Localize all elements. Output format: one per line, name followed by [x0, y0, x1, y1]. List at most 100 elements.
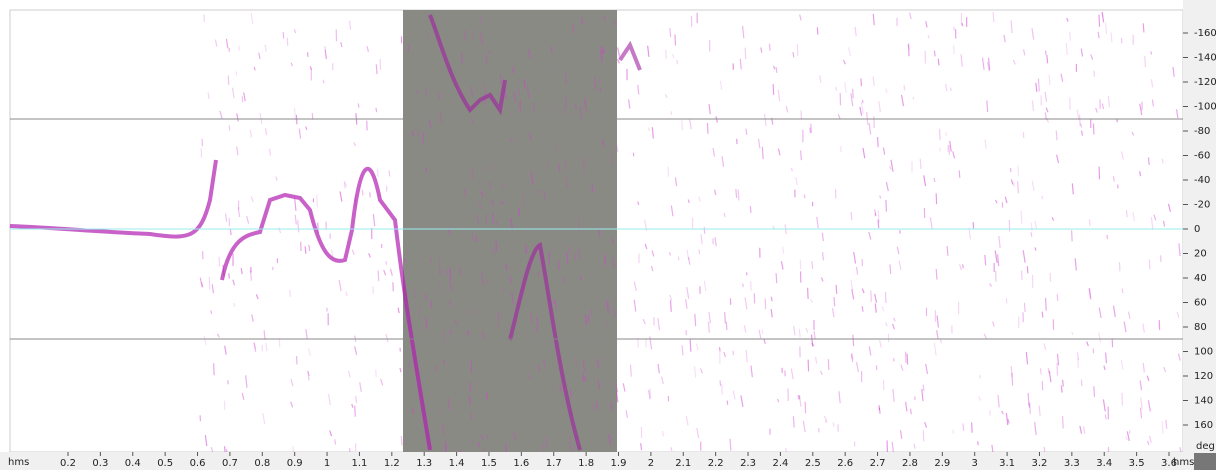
y-tick-label: 20 [1194, 249, 1207, 260]
speckle [1012, 373, 1013, 386]
speckle [836, 285, 837, 294]
x-tick-label: 3.1 [999, 458, 1015, 469]
y-tick-label: -120 [1194, 77, 1216, 88]
speckle [1094, 386, 1095, 396]
speckle [564, 275, 565, 284]
speckle [229, 125, 230, 130]
speckle [1042, 312, 1043, 318]
speckle [239, 46, 240, 51]
speckle [1047, 55, 1048, 63]
speckle [1018, 181, 1019, 193]
speckle [614, 307, 615, 318]
speckle [938, 59, 939, 66]
speckle [738, 190, 739, 201]
speckle [1148, 157, 1149, 164]
speckle [229, 273, 230, 278]
speckle [1089, 219, 1090, 226]
y-tick-label: -60 [1194, 151, 1210, 162]
speckle [1145, 56, 1146, 67]
speckle [376, 108, 377, 112]
y-tick-label: 120 [1194, 371, 1213, 382]
x-tick-label: 1.4 [449, 458, 465, 469]
speckle [833, 423, 834, 427]
speckle [671, 300, 672, 312]
speckle [861, 78, 862, 86]
speckle [1070, 32, 1071, 41]
speckle [254, 67, 255, 70]
speckle [412, 408, 413, 414]
speckle [1030, 402, 1031, 414]
x-tick-label: 2.3 [740, 458, 756, 469]
y-tick-label: -80 [1194, 126, 1210, 137]
speckle [591, 310, 592, 315]
speckle [219, 257, 220, 267]
speckle [915, 396, 916, 400]
x-tick-label: 3.2 [1032, 458, 1048, 469]
speckle [750, 206, 751, 213]
x-tick-label: 3.3 [1064, 458, 1080, 469]
speckle [585, 376, 586, 381]
speckle [801, 110, 802, 119]
speckle [1063, 416, 1064, 428]
speckle [1057, 294, 1058, 301]
x-tick-label: 0.4 [125, 458, 141, 469]
y-unit: deg [1196, 441, 1215, 452]
corner-button[interactable] [1194, 453, 1216, 470]
x-tick-label: 1.5 [481, 458, 497, 469]
speckle [1024, 303, 1025, 312]
x-tick-label: 3.6 [1161, 458, 1177, 469]
speckle [776, 67, 777, 73]
speckle [493, 212, 494, 224]
speckle [911, 409, 912, 415]
y-tick-label: 160 [1194, 420, 1213, 431]
x-tick-label: 3.5 [1129, 458, 1145, 469]
speckle [1122, 289, 1123, 294]
speckle [597, 400, 598, 409]
x-tick-label: 0.7 [222, 458, 238, 469]
speckle [740, 59, 741, 70]
speckle [1035, 248, 1036, 251]
speckle [426, 318, 427, 330]
speckle [524, 79, 525, 88]
speckle [751, 281, 752, 290]
speckle [993, 12, 994, 22]
y-tick-label: -140 [1194, 53, 1216, 64]
selection[interactable] [403, 10, 617, 452]
speckle [295, 108, 296, 120]
x-tick-label: 1.3 [416, 458, 432, 469]
speckle [355, 406, 356, 417]
speckle [1028, 393, 1029, 405]
speckle [511, 139, 512, 143]
y-tick-label: -40 [1194, 175, 1210, 186]
speckle [923, 385, 924, 392]
y-tick-label: -20 [1194, 200, 1210, 211]
speckle [720, 381, 721, 386]
speckle [1046, 298, 1047, 311]
speckle [1113, 176, 1114, 181]
x-tick-label: 2.6 [837, 458, 853, 469]
x-tick-label: 1.1 [351, 458, 367, 469]
speckle [595, 77, 596, 90]
speckle [690, 339, 691, 352]
speckle [386, 261, 387, 264]
y-tick-label: 40 [1194, 273, 1207, 284]
speckle [378, 270, 379, 281]
speckle [920, 159, 921, 169]
speckle [1031, 232, 1032, 237]
speckle [762, 329, 763, 334]
speckle [565, 104, 566, 114]
speckle [1078, 352, 1079, 360]
speckle [344, 181, 345, 188]
speckle [583, 372, 584, 382]
speckle [724, 213, 725, 217]
speckle [776, 273, 777, 283]
speckle [401, 436, 402, 446]
speckle [878, 137, 879, 147]
speckle [1151, 51, 1152, 54]
speckle [376, 64, 377, 74]
x-tick-label: 0.3 [92, 458, 108, 469]
speckle [465, 30, 466, 41]
speckle [954, 45, 955, 54]
speckle [671, 447, 672, 451]
speckle [514, 92, 515, 102]
